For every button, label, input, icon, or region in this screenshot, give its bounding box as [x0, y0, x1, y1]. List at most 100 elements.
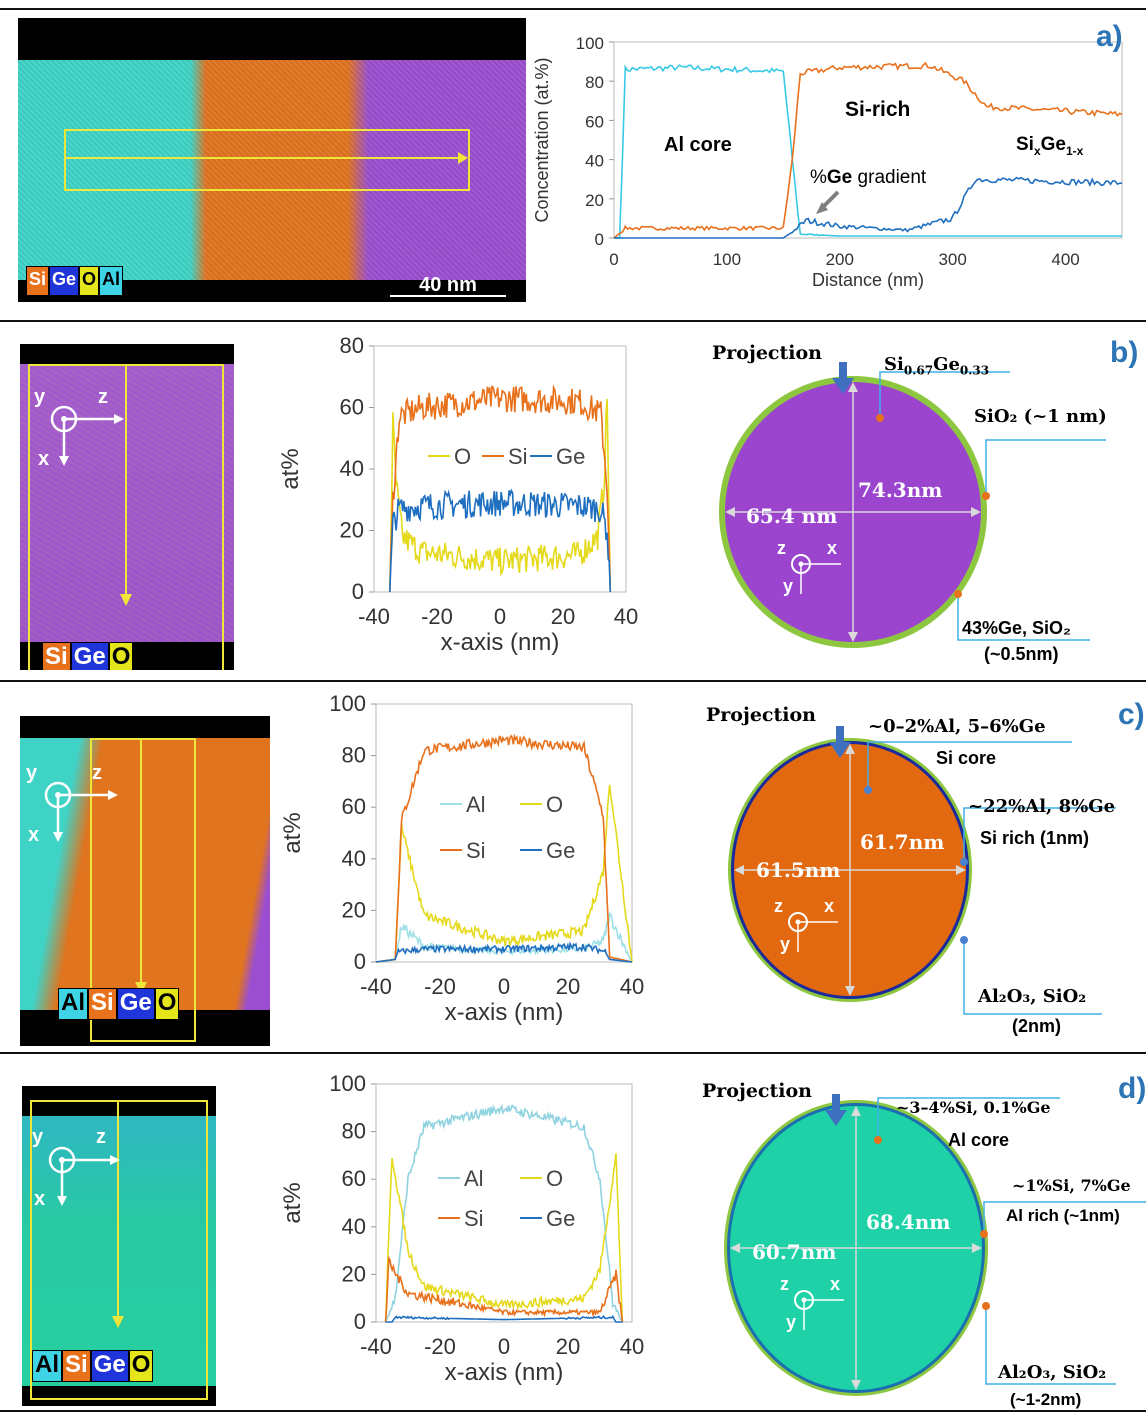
ge-gradient-arrow — [822, 190, 840, 208]
leader-dot — [954, 590, 962, 598]
arrow-right — [971, 507, 981, 517]
y-tick-label: 0 — [354, 949, 366, 974]
leader-dot — [960, 936, 968, 944]
arrow-down — [848, 632, 858, 642]
y-tick-label: 20 — [340, 518, 364, 543]
triad-x-label: x — [830, 1274, 840, 1294]
ge-gradient-arrowhead — [816, 202, 828, 214]
legend-o: O — [79, 266, 100, 296]
arrow-down — [845, 986, 855, 996]
arrow-up — [851, 1106, 861, 1116]
projection-arrow-head — [829, 742, 851, 758]
leader-line — [963, 807, 1116, 862]
y-tick-label: 20 — [342, 1261, 366, 1286]
legend-o-label: O — [546, 1166, 563, 1191]
x-tick-label: 40 — [620, 1334, 644, 1359]
y-tick-label: 0 — [352, 579, 364, 604]
y-tick-label: 80 — [342, 1119, 366, 1144]
leader-dot — [980, 1230, 988, 1238]
triad-x-label: x — [824, 896, 834, 916]
legend-ge-label: Ge — [546, 838, 575, 863]
edx-map-c: y z x Al Si Ge O — [20, 716, 270, 1046]
projection-arrow-head — [832, 378, 854, 394]
leader-dot — [960, 858, 968, 866]
y-tick-label: 20 — [342, 897, 366, 922]
chart-a: 0 20 40 60 80 100 0 100 200 300 400 Distance (nm) Co… — [532, 34, 1123, 290]
leader-dot — [864, 786, 872, 794]
y-tick-label: 80 — [340, 333, 364, 358]
y-tick-label: 0 — [354, 1309, 366, 1334]
arrow-left — [730, 1243, 740, 1253]
y-tick-label: 100 — [576, 34, 604, 53]
x-tick-label: -40 — [360, 974, 392, 999]
x-tick-label: -20 — [421, 604, 453, 629]
series-o — [375, 784, 633, 963]
x-tick-label: 200 — [826, 250, 854, 269]
triad-z-label: z — [777, 538, 786, 558]
y-tick-label: 40 — [585, 152, 604, 171]
leader-dot — [982, 492, 990, 500]
y-tick-label: 100 — [329, 691, 366, 716]
panel-label-b: b) — [1110, 336, 1139, 369]
legend-al-label: Al — [464, 1166, 484, 1191]
leader-dot — [876, 414, 884, 422]
series-ge — [614, 176, 1123, 239]
x-tick-label: 400 — [1051, 250, 1079, 269]
leader-line — [867, 741, 1072, 790]
series-ge — [389, 488, 612, 593]
projection-arrow-shaft — [836, 726, 844, 744]
x-tick-label: -40 — [360, 1334, 392, 1359]
series-si — [613, 61, 1123, 239]
x-tick-label: 0 — [498, 1334, 510, 1359]
leader-line — [963, 940, 1102, 1015]
y-tick-label: 40 — [342, 846, 366, 871]
x-axis-label: x-axis (nm) — [445, 1359, 564, 1386]
y-tick-label: 0 — [595, 230, 604, 249]
chart-d: 0 20 40 60 80 100 -40 -20 0 20 40 x-axis (nm) at% Al O… — [279, 1071, 1146, 1396]
series-al — [614, 64, 1122, 239]
plot-frame — [613, 41, 1123, 239]
y-tick-label: 80 — [585, 73, 604, 92]
triad-x-label: x — [827, 538, 837, 558]
panel-label-c: c) — [1118, 698, 1145, 731]
element-legend-a: Si Ge O Al — [26, 266, 124, 296]
legend-ge-label: Ge — [556, 444, 585, 469]
legend-o-label: O — [546, 792, 563, 817]
legend-si: Si — [26, 266, 50, 296]
y-tick-label: 40 — [340, 456, 364, 481]
ann-si-rich: Si-rich — [845, 98, 911, 121]
x-axis-label: x-axis (nm) — [445, 999, 564, 1026]
edx-map-a: 40 nm Si Ge O Al — [18, 18, 526, 302]
x-tick-label: -40 — [358, 604, 390, 629]
panel-separator-ab — [0, 320, 1146, 322]
panel-label-d: d) — [1118, 1072, 1146, 1105]
leader-dot — [982, 1302, 990, 1310]
legend-si-label: Si — [466, 838, 486, 863]
legend-al-label: Al — [466, 792, 486, 817]
x-tick-label: 0 — [498, 974, 510, 999]
leader-line — [877, 1097, 1060, 1140]
leader-dot — [874, 1136, 882, 1144]
panel-label-a: a) — [1096, 20, 1123, 53]
leader-line — [985, 1306, 1116, 1385]
ann-sige: SixGe1-x — [1016, 134, 1084, 158]
ann-ge-gradient: %Ge gradient — [810, 167, 927, 188]
series-si — [375, 733, 633, 963]
series-ge — [375, 941, 633, 963]
x-tick-label: 20 — [556, 1334, 580, 1359]
leader-line — [879, 371, 1010, 418]
projection-arrow-shaft — [839, 362, 847, 380]
arrow-right — [956, 865, 966, 875]
triad-y-label: y — [783, 576, 793, 596]
arrow-right — [972, 1243, 982, 1253]
y-axis-label: at% — [277, 448, 304, 489]
leader-line — [957, 594, 1090, 641]
y-tick-label: 60 — [342, 1166, 366, 1191]
x-tick-label: 40 — [614, 604, 638, 629]
y-tick-label: 80 — [342, 743, 366, 768]
series-si — [389, 384, 612, 593]
x-tick-label: 100 — [713, 250, 741, 269]
panel-a: 40 nm Si Ge O Al 0 20 40 60 80 100 0 100 200 300 4… — [0, 10, 1146, 318]
x-tick-label: 40 — [620, 974, 644, 999]
plot-frame — [375, 703, 633, 963]
